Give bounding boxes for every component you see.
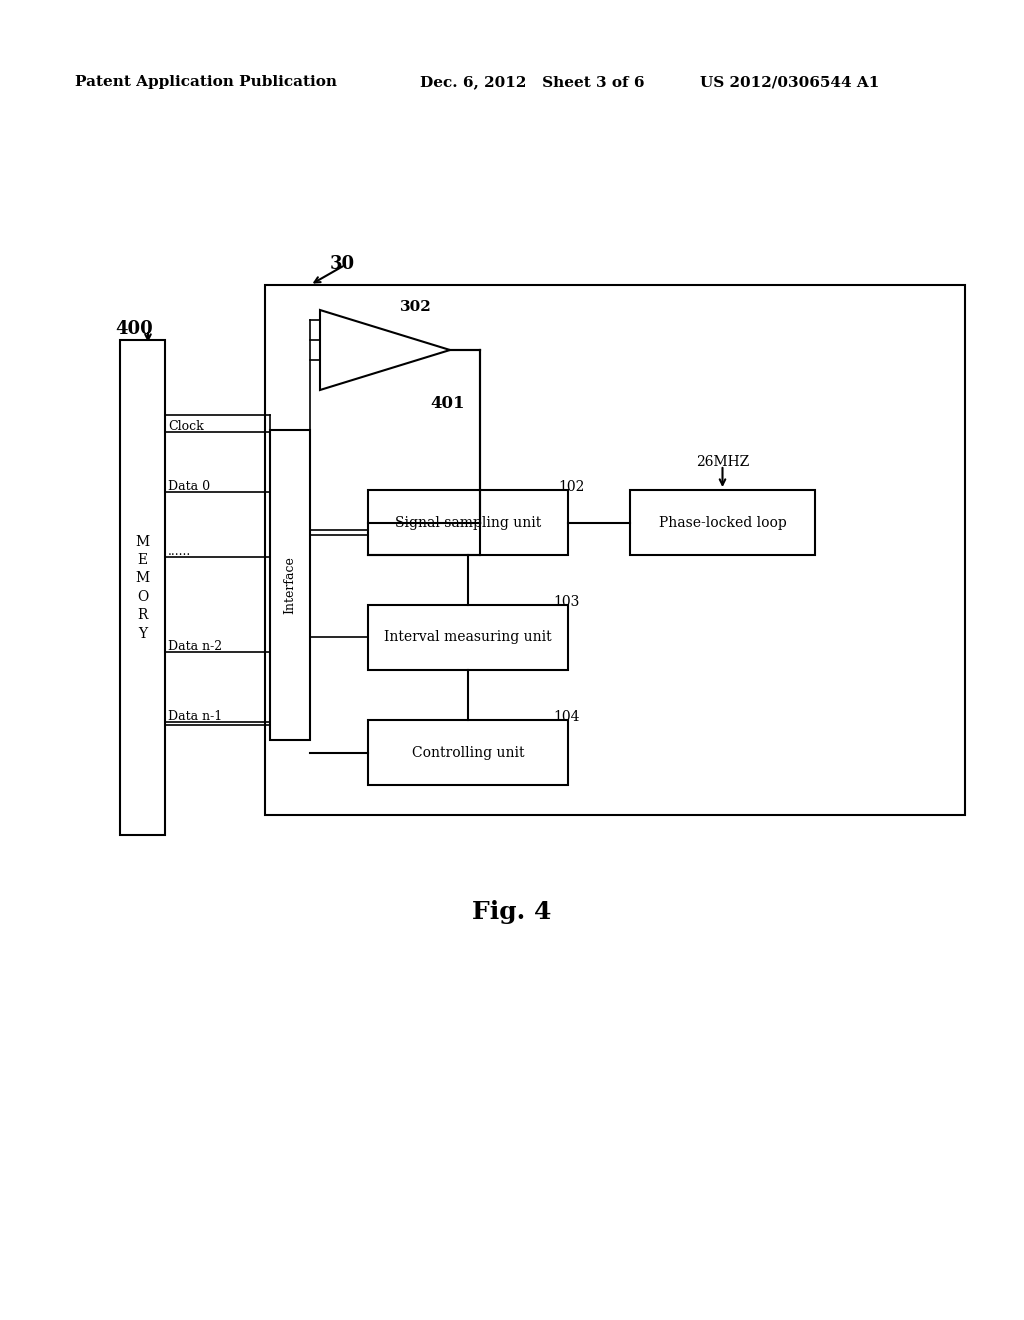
Bar xyxy=(630,490,815,554)
Text: 30: 30 xyxy=(330,255,355,273)
Text: ......: ...... xyxy=(168,545,191,558)
Text: Data 0: Data 0 xyxy=(168,480,210,492)
Text: M
E
M
O
R
Y: M E M O R Y xyxy=(135,535,150,640)
Text: Data n-2: Data n-2 xyxy=(168,640,222,653)
Text: 102: 102 xyxy=(558,480,585,494)
Text: 400: 400 xyxy=(115,319,153,338)
Bar xyxy=(120,341,165,836)
Bar xyxy=(368,605,568,671)
Bar xyxy=(270,430,310,741)
Text: 302: 302 xyxy=(400,300,432,314)
Bar xyxy=(368,490,568,554)
Text: 103: 103 xyxy=(553,595,580,609)
Text: US 2012/0306544 A1: US 2012/0306544 A1 xyxy=(700,75,880,88)
Text: Clock: Clock xyxy=(168,420,204,433)
Text: Interval measuring unit: Interval measuring unit xyxy=(384,631,552,644)
Text: Signal sampling unit: Signal sampling unit xyxy=(395,516,541,529)
Text: Phase-locked loop: Phase-locked loop xyxy=(658,516,786,529)
Text: Controlling unit: Controlling unit xyxy=(412,746,524,759)
Text: Data n-1: Data n-1 xyxy=(168,710,222,723)
Text: 104: 104 xyxy=(553,710,580,723)
Text: 26MHZ: 26MHZ xyxy=(696,455,750,469)
Text: Interface: Interface xyxy=(284,556,297,614)
Bar xyxy=(368,719,568,785)
Bar xyxy=(265,285,965,814)
Text: Patent Application Publication: Patent Application Publication xyxy=(75,75,337,88)
Polygon shape xyxy=(319,310,450,389)
Text: Dec. 6, 2012   Sheet 3 of 6: Dec. 6, 2012 Sheet 3 of 6 xyxy=(420,75,644,88)
Text: 401: 401 xyxy=(430,395,465,412)
Text: Fig. 4: Fig. 4 xyxy=(472,900,552,924)
